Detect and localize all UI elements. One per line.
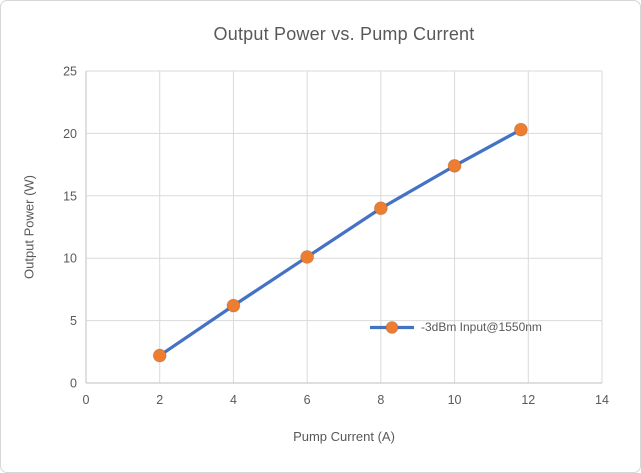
chart-title: Output Power vs. Pump Current: [213, 24, 475, 44]
x-tick-label: 12: [521, 393, 535, 407]
x-tick-label: 6: [304, 393, 311, 407]
data-point-marker: [513, 122, 528, 137]
legend: -3dBm Input@1550nm: [369, 319, 542, 335]
data-point-marker: [447, 158, 462, 173]
legend-label: -3dBm Input@1550nm: [421, 320, 542, 334]
x-tick-label: 14: [595, 393, 609, 407]
legend-marker-swatch: [385, 320, 399, 334]
x-tick-label: 2: [156, 393, 163, 407]
legend-sample: [370, 320, 414, 334]
data-point-marker: [373, 201, 388, 216]
y-tick-label: 20: [63, 127, 77, 141]
x-tick-label: 4: [230, 393, 237, 407]
y-tick-label: 25: [63, 65, 77, 79]
x-tick-label: 0: [83, 393, 90, 407]
data-point-marker: [152, 348, 167, 363]
x-tick-label: 10: [448, 393, 462, 407]
x-axis-title: Pump Current (A): [293, 429, 395, 444]
y-tick-label: 0: [70, 377, 77, 391]
y-axis-title: Output Power (W): [21, 174, 37, 280]
y-tick-label: 5: [70, 314, 77, 328]
y-tick-label: 15: [63, 189, 77, 203]
series-line: [158, 128, 523, 358]
data-point-marker: [226, 298, 241, 313]
y-tick-label: 10: [63, 252, 77, 266]
data-point-marker: [300, 249, 315, 264]
x-tick-label: 8: [377, 393, 384, 407]
